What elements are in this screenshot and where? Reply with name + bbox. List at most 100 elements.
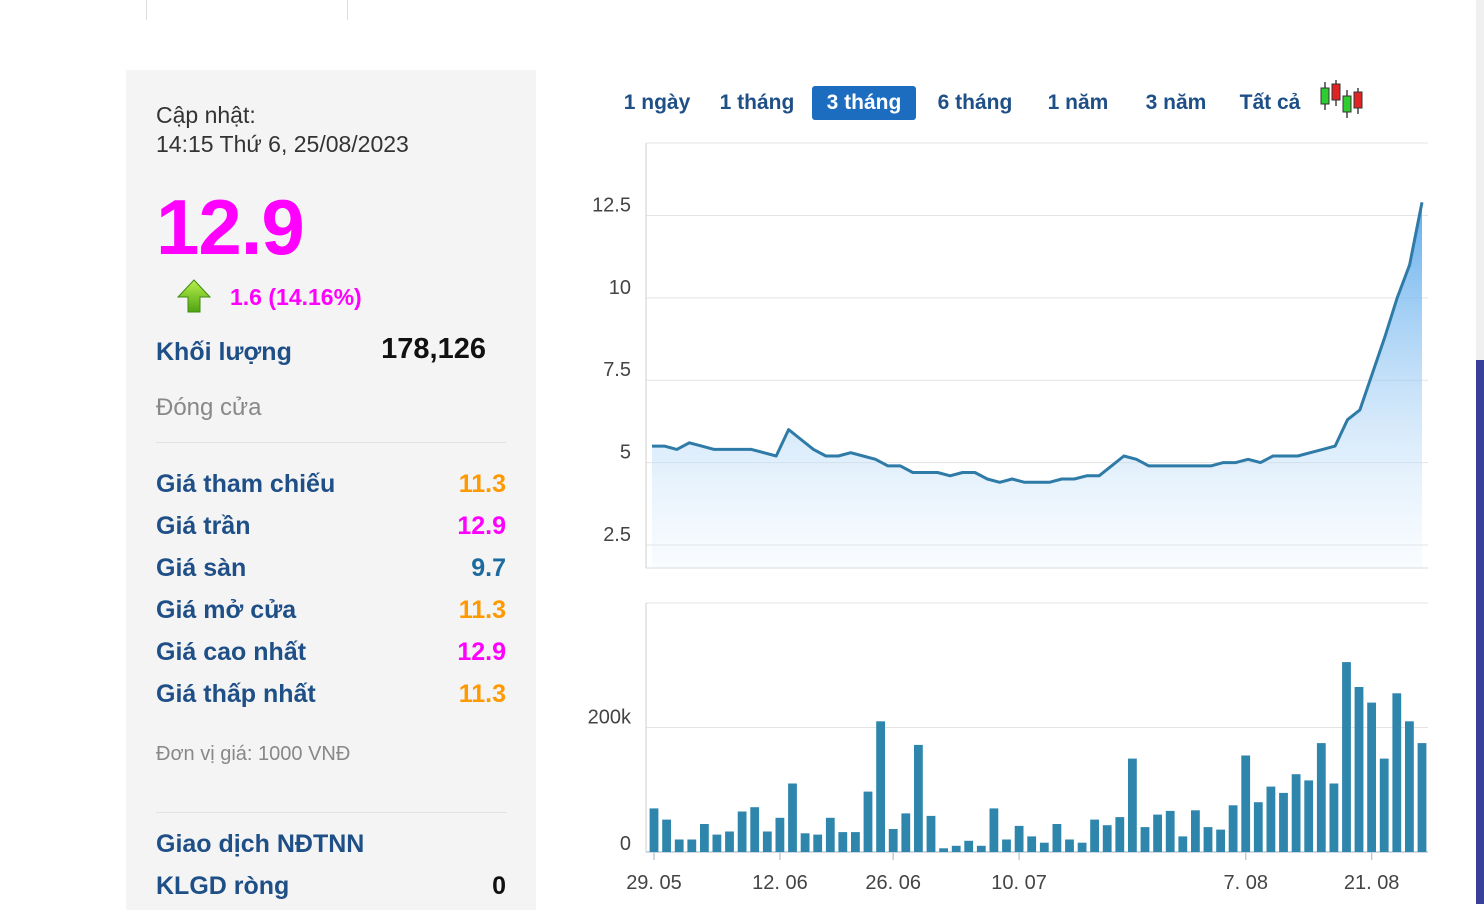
- row-low-price: Giá thấp nhất 11.3: [156, 680, 506, 712]
- volume-bar: [762, 831, 772, 852]
- tab-1-year[interactable]: 1 năm: [1047, 91, 1109, 114]
- volume-bar: [775, 817, 785, 852]
- foreign-trading-title: Giao dịch NĐTNN: [156, 830, 365, 858]
- volume-label: Khối lượng: [156, 338, 292, 366]
- tab-1-day[interactable]: 1 ngày: [623, 91, 691, 114]
- row-high-price: Giá cao nhất 12.9: [156, 638, 506, 670]
- scrollbar[interactable]: [1476, 0, 1484, 904]
- volume-bar: [838, 832, 848, 852]
- row-label: KLGD ròng: [156, 872, 290, 900]
- tab-1-month[interactable]: 1 tháng: [719, 91, 795, 114]
- tab-6-months[interactable]: 6 tháng: [937, 91, 1013, 114]
- volume-bar: [1165, 810, 1175, 852]
- y-tick-label: 0: [620, 833, 631, 855]
- volume-bar: [1178, 836, 1188, 852]
- volume-bar: [1279, 792, 1288, 852]
- x-tick-label: 12. 06: [752, 872, 808, 894]
- row-label: Giá thấp nhất: [156, 680, 316, 708]
- row-value: 12.9: [457, 638, 506, 666]
- volume-bar: [951, 845, 961, 852]
- market-status: Đóng cửa: [156, 394, 262, 421]
- row-label: Giá cao nhất: [156, 638, 307, 666]
- volume-bar: [1342, 662, 1351, 852]
- volume-bar: [1379, 758, 1389, 852]
- volume-bar: [649, 808, 659, 852]
- row-label: Giá sàn: [156, 554, 247, 582]
- volume-bar: [1367, 702, 1376, 852]
- volume-bar: [1065, 839, 1074, 852]
- volume-bar: [1191, 810, 1200, 852]
- volume-bar: [1077, 842, 1087, 852]
- row-value: 11.3: [458, 596, 506, 624]
- volume-bar: [1115, 817, 1125, 852]
- volume-bar: [1354, 687, 1364, 852]
- tab-all[interactable]: Tất cả: [1239, 91, 1301, 114]
- price-area-fill: [652, 202, 1422, 569]
- row-net-volume: KLGD ròng 0: [156, 872, 506, 904]
- volume-bar: [1140, 827, 1150, 852]
- x-tick-label: 21. 08: [1344, 872, 1400, 894]
- volume-bar: [750, 807, 760, 852]
- y-tick-label: 12.5: [592, 194, 631, 216]
- volume-bar: [1014, 825, 1024, 852]
- tab-3-years[interactable]: 3 năm: [1145, 91, 1207, 114]
- volume-bar: [1228, 805, 1238, 852]
- volume-bar: [1153, 814, 1162, 852]
- volume-bar: [939, 848, 948, 852]
- up-arrow-icon: [176, 279, 212, 313]
- top-tab-edge: [146, 0, 348, 20]
- volume-bar: [1002, 839, 1011, 852]
- row-label: Giá tham chiếu: [156, 470, 336, 498]
- row-value: 9.7: [471, 554, 506, 582]
- volume-bar: [926, 815, 936, 852]
- row-label: Giá trần: [156, 512, 251, 540]
- volume-bar: [976, 845, 986, 852]
- divider: [156, 812, 506, 813]
- volume-bar: [1417, 743, 1427, 852]
- volume-bar: [1291, 774, 1301, 852]
- price-change: 1.6 (14.16%): [230, 284, 362, 310]
- volume-bar: [825, 817, 835, 852]
- volume-bar: [712, 834, 722, 852]
- volume-bar: [1405, 721, 1414, 852]
- divider: [156, 442, 506, 443]
- current-price: 12.9: [156, 183, 305, 271]
- volume-bar: [1241, 755, 1251, 852]
- volume-bar: [700, 824, 709, 852]
- volume-bar: [851, 832, 860, 852]
- update-time: 14:15 Thứ 6, 25/08/2023: [156, 131, 409, 157]
- volume-bar: [687, 839, 697, 852]
- volume-bar: [863, 791, 873, 852]
- volume-bar: [1128, 758, 1137, 852]
- scrollbar-thumb[interactable]: [1476, 360, 1484, 904]
- x-tick-label: 7. 08: [1223, 872, 1267, 894]
- tab-3-months[interactable]: 3 tháng: [812, 86, 916, 120]
- row-open-price: Giá mở cửa 11.3: [156, 596, 506, 628]
- volume-bar: [1102, 825, 1112, 852]
- volume-value: 178,126: [381, 333, 486, 365]
- volume-bar: [813, 834, 823, 852]
- row-value: 0: [492, 872, 506, 900]
- y-tick-label: 200k: [588, 707, 632, 729]
- candlestick-icon[interactable]: [1318, 80, 1364, 120]
- volume-bar: [989, 808, 999, 852]
- row-label: Giá mở cửa: [156, 596, 297, 624]
- volume-bar: [1203, 827, 1213, 852]
- volume-bar: [901, 813, 911, 852]
- volume-bar: [800, 833, 810, 852]
- volume-bar: [1253, 802, 1263, 852]
- volume-bar: [1304, 780, 1314, 852]
- volume-bar: [1090, 819, 1099, 852]
- volume-bar: [788, 783, 797, 852]
- volume-bar: [1329, 783, 1339, 852]
- volume-bar: [1052, 824, 1062, 852]
- row-reference-price: Giá tham chiếu 11.3: [156, 470, 506, 502]
- volume-bar: [1027, 836, 1037, 852]
- row-value: 12.9: [457, 512, 506, 540]
- price-unit-note: Đơn vị giá: 1000 VNĐ: [156, 743, 351, 765]
- volume-bar: [1039, 842, 1049, 852]
- volume-bar: [914, 744, 923, 852]
- stock-info-panel: Cập nhật: 14:15 Thứ 6, 25/08/2023 12.9 1…: [126, 70, 536, 910]
- x-tick-label: 10. 07: [991, 872, 1047, 894]
